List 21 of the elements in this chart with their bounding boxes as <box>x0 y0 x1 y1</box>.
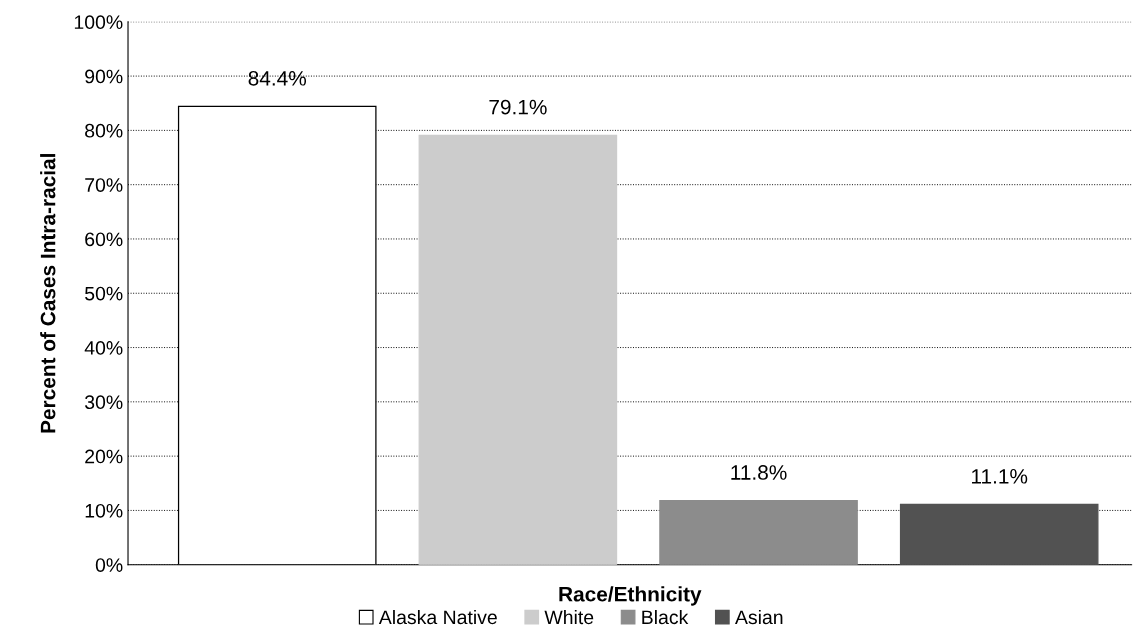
y-tick-label: 50% <box>85 286 123 301</box>
x-axis-title: Race/Ethnicity <box>559 586 702 606</box>
y-tick-label: 0% <box>95 558 123 572</box>
data-label: 11.8% <box>731 465 787 480</box>
data-label: 79.1% <box>489 99 547 115</box>
y-tick-label: 20% <box>85 449 123 464</box>
y-tick-label: 40% <box>84 341 123 355</box>
legend-label: Alaska Native <box>378 609 497 625</box>
y-tick-label: 80% <box>85 123 123 138</box>
legend-label: Asian <box>735 609 783 625</box>
y-tick-label: 60% <box>85 232 123 247</box>
y-tick-label: 10% <box>85 503 123 518</box>
y-tick-label: 70% <box>85 178 123 192</box>
y-tick-label: 90% <box>85 69 123 84</box>
legend-label: White <box>544 609 594 625</box>
y-tick-label: 100% <box>74 15 123 30</box>
y-axis-title: Percent of Cases Intra-racial <box>40 154 56 433</box>
legend-label: Black <box>642 609 689 625</box>
y-tick-label: 30% <box>84 395 123 410</box>
data-label: 84.4% <box>248 70 307 86</box>
data-label: 11.1% <box>972 469 1028 484</box>
